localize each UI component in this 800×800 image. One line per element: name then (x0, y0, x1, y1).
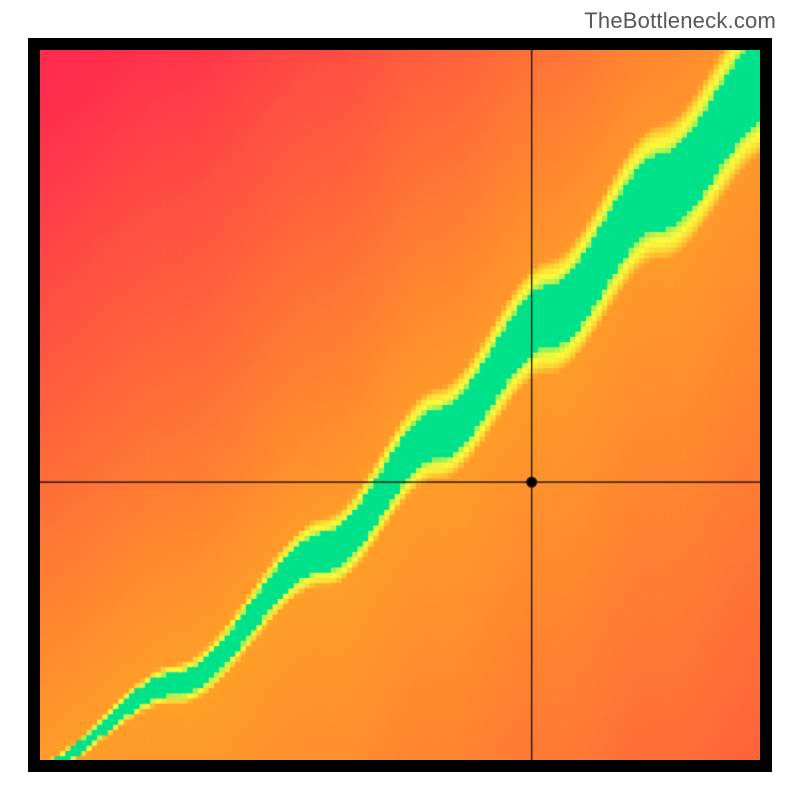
root-container: TheBottleneck.com (0, 0, 800, 800)
plot-outer-frame (28, 38, 772, 772)
watermark-text: TheBottleneck.com (584, 8, 776, 34)
